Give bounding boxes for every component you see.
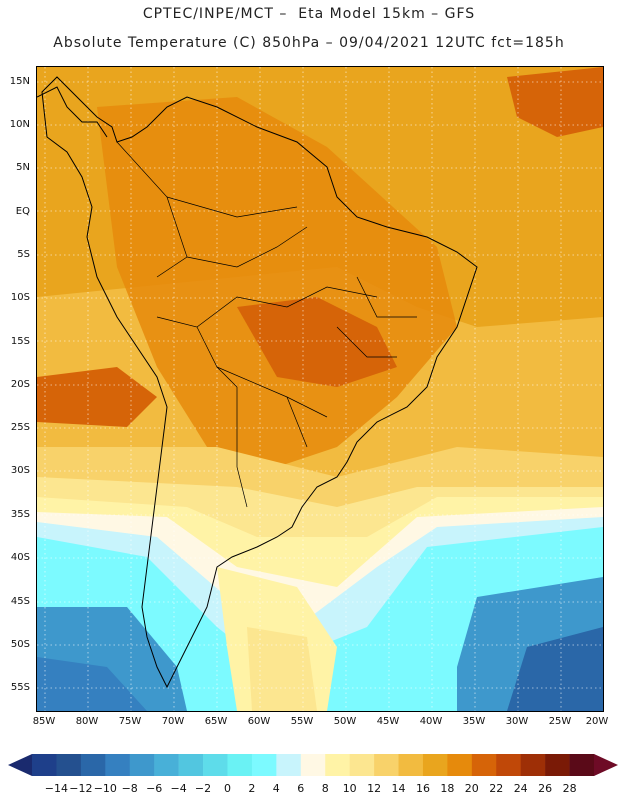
lon-label: 70W [161, 716, 185, 727]
lon-label: 35W [462, 716, 486, 727]
lon-label: 50W [333, 716, 357, 727]
colorbar-cell [374, 754, 399, 776]
colorbar-label: −12 [69, 782, 93, 795]
colorbar-cell [154, 754, 179, 776]
colorbar-cell [496, 754, 521, 776]
colorbar-label: −14 [44, 782, 68, 795]
country-borders [116, 141, 417, 508]
lon-label: 25W [548, 716, 572, 727]
colorbar-label: 22 [489, 782, 504, 795]
colorbar-cell [129, 754, 155, 776]
field-22-24-atlantic [507, 67, 603, 137]
colorbar-label: 8 [321, 782, 329, 795]
title-line-1: CPTEC/INPE/MCT – Eta Model 15km – GFS [142, 6, 476, 22]
field-22-24-core [237, 297, 397, 387]
colorbar-label: 10 [342, 782, 357, 795]
lon-label: 75W [118, 716, 142, 727]
lon-label: 45W [376, 716, 400, 727]
lat-label: 50S [10, 639, 30, 650]
colorbar-label: −2 [194, 782, 212, 795]
colorbar-label: −6 [146, 782, 163, 795]
lat-label: 25S [10, 422, 30, 433]
colorbar-cell [471, 754, 497, 776]
lat-label: 45S [10, 596, 30, 607]
field-coldest-se [507, 627, 603, 711]
colorbar-label: 6 [297, 782, 305, 795]
colorbar-label: 20 [464, 782, 479, 795]
colorbar-label: −4 [170, 782, 187, 795]
field-coldest-sw [37, 657, 147, 711]
colorbar-cell [520, 754, 546, 776]
lon-label: 80W [75, 716, 99, 727]
title-line-2: Absolute Temperature (C) 850hPa – 09/04/… [53, 35, 565, 51]
colorbar-label: 18 [440, 782, 455, 795]
lat-label: 15N [9, 76, 30, 87]
lon-label: 55W [290, 716, 314, 727]
colorbar-label: 28 [562, 782, 577, 795]
colorbar-cell [32, 754, 57, 776]
colorbar-label: −8 [121, 782, 138, 795]
temperature-map [37, 67, 603, 711]
lat-label: 20S [10, 379, 30, 390]
map-panel [36, 66, 604, 712]
colorbar-left-arrow [8, 754, 32, 776]
colorbar-cell [349, 754, 375, 776]
lat-label: 35S [10, 509, 30, 520]
colorbar-cell [251, 754, 277, 776]
lat-label: 40S [10, 552, 30, 563]
colorbar-cell [105, 754, 131, 776]
colorbar-cell [227, 754, 253, 776]
lon-label: 60W [247, 716, 271, 727]
colorbar-label: 12 [367, 782, 382, 795]
colorbar-label: 26 [538, 782, 553, 795]
colorbar-cell [545, 754, 570, 776]
lon-label: 85W [32, 716, 56, 727]
colorbar-label: 0 [224, 782, 231, 795]
colorbar-cell [325, 754, 350, 776]
colorbar-label: 16 [416, 782, 430, 795]
colorbar-cell [203, 754, 228, 776]
lat-label: 5S [17, 249, 30, 260]
lon-label: 40W [419, 716, 443, 727]
central-america-coastline [37, 86, 108, 138]
colorbar-cell [56, 754, 82, 776]
colorbar-label: −10 [93, 782, 117, 795]
colorbar-cells [32, 754, 595, 776]
lat-label: 5N [16, 162, 30, 173]
colorbar-cell [178, 754, 204, 776]
colorbar-cell [447, 754, 473, 776]
field-22-24-pacific [37, 367, 157, 427]
colorbar-label: 4 [272, 782, 280, 795]
colorbar-cell [276, 754, 302, 776]
lat-label: 15S [10, 336, 30, 347]
lon-label: 30W [505, 716, 529, 727]
south-america-coastline [41, 76, 478, 689]
lat-label: 55S [10, 682, 30, 693]
colorbar-cell [422, 754, 448, 776]
colorbar-cell [398, 754, 424, 776]
colorbar-cell [569, 754, 595, 776]
colorbar-label: 2 [248, 782, 256, 795]
field-warm-tongue-core [247, 627, 317, 711]
lat-label: EQ [15, 206, 30, 217]
colorbar-cell [300, 754, 326, 776]
lon-label: 65W [204, 716, 228, 727]
lat-label: 10S [10, 292, 30, 303]
lat-label: 30S [10, 465, 30, 476]
colorbar-label: 24 [513, 782, 528, 795]
colorbar [8, 754, 618, 776]
lon-label: 20W [585, 716, 609, 727]
colorbar-right-arrow [594, 754, 618, 776]
lat-label: 10N [9, 119, 30, 130]
colorbar-label: 14 [391, 782, 406, 795]
graticule [37, 67, 603, 711]
colorbar-cell [80, 754, 106, 776]
